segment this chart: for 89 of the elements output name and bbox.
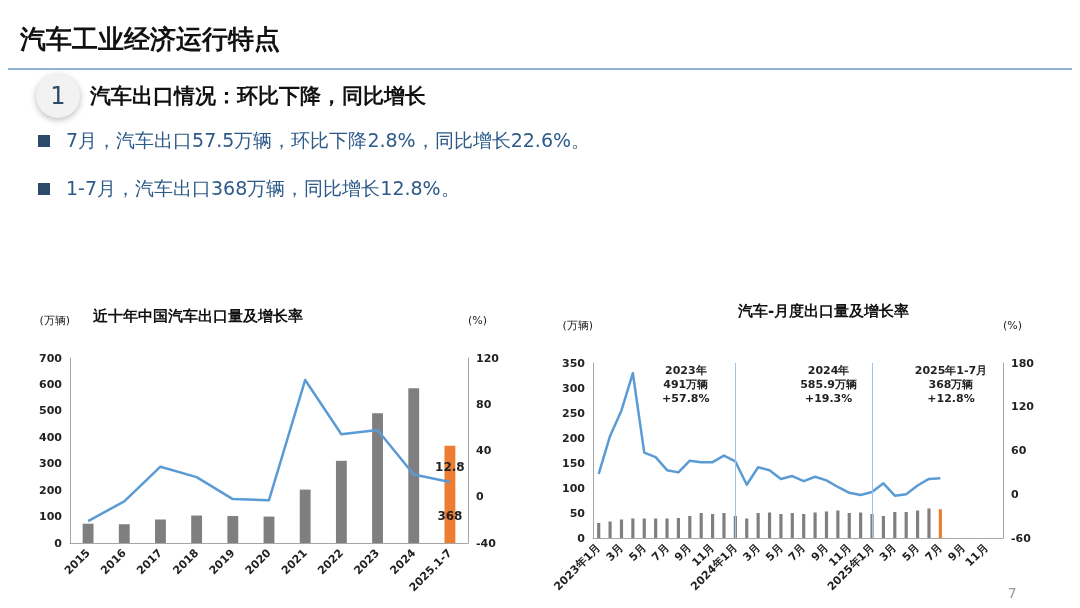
bar	[676, 518, 681, 538]
bar	[938, 509, 942, 538]
bar	[767, 512, 772, 538]
x-tick-label: 3月	[877, 541, 900, 564]
y2-tick-label: -60	[1011, 531, 1032, 545]
bar	[118, 524, 130, 543]
bar	[263, 516, 275, 543]
x-tick-label: 7月	[649, 541, 672, 564]
x-tick-label: 5月	[626, 541, 649, 564]
bar	[372, 413, 383, 543]
bar	[408, 388, 420, 543]
x-tick-label: 7月	[785, 541, 809, 564]
bar	[155, 519, 166, 543]
bar	[881, 516, 886, 538]
text: 7	[1007, 585, 1017, 602]
annotation: 2024年 585.9万辆 +19.3%	[800, 363, 857, 405]
bar	[608, 521, 612, 538]
bar	[299, 489, 311, 543]
bar	[745, 518, 749, 538]
y2-tick-label: 120	[476, 351, 500, 365]
y-tick-label: 0	[54, 536, 63, 550]
bar	[802, 514, 806, 538]
bar	[597, 523, 601, 538]
bar	[927, 508, 931, 538]
y-tick-label: 300	[562, 381, 586, 395]
annotation: 2025年1-7月 368万辆 +12.8%	[914, 363, 988, 405]
bar	[654, 518, 658, 538]
y2-tick-label: 60	[1011, 444, 1027, 457]
y-tick-label: 350	[562, 356, 586, 370]
bar	[699, 513, 703, 538]
bar	[859, 512, 863, 538]
y-tick-label: 250	[562, 406, 586, 420]
y-tick-label: 600	[39, 377, 63, 391]
bar	[631, 518, 635, 538]
y-tick-label: 100	[39, 510, 63, 524]
y2-tick-label: 0	[476, 490, 484, 504]
y2-axis-title: (%)	[468, 314, 488, 327]
bar	[824, 511, 829, 538]
bar	[82, 523, 94, 543]
y-axis-title: (万辆)	[562, 319, 593, 332]
y-tick-label: 200	[39, 483, 63, 497]
bar	[915, 510, 920, 538]
bar	[790, 513, 794, 538]
y-axis-title: (万辆)	[39, 314, 70, 327]
x-tick-label: 3月	[603, 541, 627, 564]
y2-tick-label: 0	[1011, 487, 1019, 501]
y2-tick-label: 120	[1011, 400, 1035, 414]
bar	[893, 512, 897, 538]
bar	[710, 514, 715, 538]
y-tick-label: 0	[577, 531, 586, 545]
bar	[756, 513, 760, 538]
bar	[688, 516, 692, 538]
y2-axis-title: (%)	[1003, 319, 1023, 332]
bar	[722, 513, 726, 538]
x-tick-label: 5月	[763, 541, 786, 564]
x-tick-label: 3月	[740, 541, 763, 564]
y-tick-label: 700	[39, 351, 63, 365]
y-tick-label: 300	[39, 457, 63, 471]
y-tick-label: 150	[562, 456, 586, 470]
y-tick-label: 100	[562, 481, 586, 495]
bar	[836, 510, 840, 538]
bar	[642, 518, 646, 538]
bar	[847, 513, 851, 538]
bar	[904, 512, 908, 538]
text: 汽车出口情况：环比下降，同比增长	[90, 83, 426, 110]
bar	[813, 512, 817, 538]
chart-title: 近十年中国汽车出口量及增长率	[92, 306, 303, 325]
bar	[619, 519, 624, 538]
y-tick-label: 200	[562, 431, 586, 445]
x-tick-label: 5月	[899, 541, 923, 564]
y2-tick-label: 40	[476, 444, 492, 457]
y-tick-label: 400	[39, 430, 63, 444]
y2-tick-label: 80	[476, 397, 492, 411]
bar	[191, 515, 203, 543]
bar	[227, 516, 239, 543]
text: 1	[36, 74, 80, 118]
annotation: 2023年 491万辆 +57.8%	[662, 363, 710, 405]
text: 7月，汽车出口57.5万辆，环比下降2.8%，同比增长22.6%。	[66, 128, 591, 153]
bar	[665, 518, 669, 538]
y2-tick-label: 180	[1011, 356, 1035, 370]
y2-tick-label: -40	[476, 536, 497, 550]
text: 1-7月，汽车出口368万辆，同比增长12.8%。	[66, 176, 460, 201]
x-tick-label: 7月	[922, 541, 945, 564]
chart-title: 汽车-月度出口量及增长率	[737, 301, 910, 320]
y-tick-label: 500	[39, 404, 63, 418]
text: 汽车工业经济运行特点	[20, 23, 280, 56]
bar	[779, 514, 783, 538]
bar	[335, 460, 347, 543]
y-tick-label: 50	[569, 506, 586, 520]
